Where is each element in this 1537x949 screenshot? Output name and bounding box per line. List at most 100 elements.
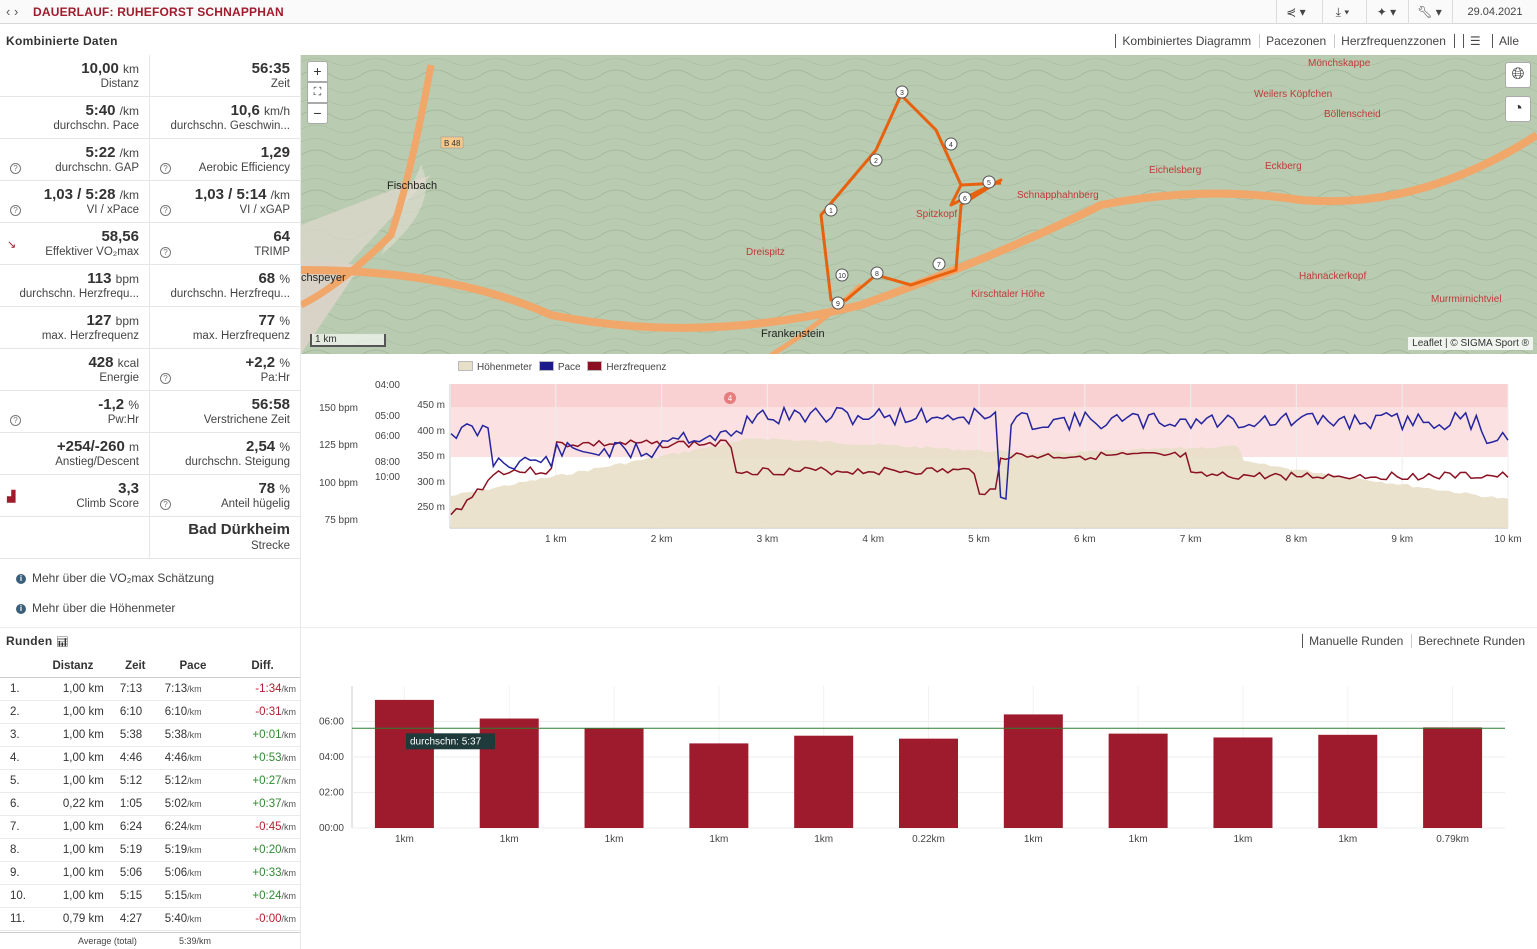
help-icon[interactable]: ? <box>10 415 21 426</box>
chart-icon[interactable]: 📊︎ <box>56 637 70 648</box>
help-icon[interactable]: ? <box>160 247 171 258</box>
stats-row: 10,00 km Distanz 56:35 Zeit <box>0 55 300 97</box>
stat-cell: +2,2 % Pa:Hr? <box>150 349 300 391</box>
speedometer-button[interactable]: ◔ <box>1505 96 1531 122</box>
table-row[interactable]: 9. 1,00 km 5:06 5:06/km +0:33/km <box>0 861 300 885</box>
globe-layer-button[interactable]: 🌐︎ <box>1505 62 1531 88</box>
stat-label: Pw:Hr <box>107 414 139 426</box>
stat-number: 1,03 / 5:14 <box>194 186 267 203</box>
table-row[interactable]: 11. 0,79 km 4:27 5:40/km -0:00/km <box>0 907 300 931</box>
help-icon[interactable]: ? <box>160 205 171 216</box>
stat-label: Distanz <box>100 78 139 90</box>
table-row[interactable]: 7. 1,00 km 6:24 6:24/km -0:45/km <box>0 815 300 839</box>
stats-grid: 10,00 km Distanz 56:35 Zeit 5:40 /km durchsch… <box>0 55 300 559</box>
magic-button[interactable]: ✦ ▾ <box>1366 0 1406 24</box>
info-vo2max-link[interactable]: i Mehr über die VO₂max Schätzung <box>16 571 214 585</box>
table-row[interactable]: 3. 1,00 km 5:38 5:38/km +0:01/km <box>0 723 300 747</box>
table-row[interactable]: 2. 1,00 km 6:10 6:10/km -0:31/km <box>0 700 300 724</box>
stat-number: +254/-260 <box>56 438 125 455</box>
table-row[interactable]: 4. 1,00 km 4:46 4:46/km +0:53/km <box>0 746 300 770</box>
help-icon[interactable]: ? <box>160 163 171 174</box>
lap-bar[interactable] <box>1003 714 1063 828</box>
table-row[interactable]: 6. 0,22 km 1:05 5:02/km +0:37/km <box>0 792 300 816</box>
wrench-icon: 🔧︎ <box>1417 5 1433 19</box>
download-icon: ⤓ <box>1335 5 1341 19</box>
top-bar: ‹ › DAUERLAUF: RUHEFORST SCHNAPPHAN ⋞ ▾ … <box>0 0 1537 24</box>
col-distance[interactable]: Distanz <box>36 656 110 678</box>
stat-cell: 428 kcal Energie <box>0 349 150 391</box>
lap-bar[interactable] <box>899 738 958 828</box>
laps-bar-chart[interactable]: 00:00 02:00 04:00 06:00 1km 1km 1km 1km 1km 0.22k… <box>300 672 1537 942</box>
legend-hr[interactable]: Herzfrequenz <box>583 361 666 373</box>
table-row[interactable]: 8. 1,00 km 5:19 5:19/km +0:20/km <box>0 838 300 862</box>
stat-label: durchschn. Pace <box>53 120 139 132</box>
info-elevation-link[interactable]: i Mehr über die Höhenmeter <box>16 601 175 615</box>
lap-bar[interactable] <box>689 743 749 828</box>
table-row[interactable]: 5. 1,00 km 5:12 5:12/km +0:27/km <box>0 769 300 793</box>
lap-time: 7:13 <box>109 677 161 701</box>
tab-all[interactable]: ☰ Alle <box>1453 34 1531 48</box>
combined-chart[interactable]: 1 km 2 km 3 km 4 km 5 km 6 km 7 km 8 km 9 km 10 k… <box>300 376 1537 566</box>
lap-bar[interactable] <box>1318 734 1378 828</box>
lap-distance: 1,00 km <box>36 884 110 908</box>
table-row[interactable]: 1. 1,00 km 7:13 7:13/km -1:34/km <box>0 677 300 701</box>
lap-distance: 0,79 km <box>36 907 110 931</box>
col-diff[interactable]: Diff. <box>225 656 300 678</box>
tab-hr-zones[interactable]: Herzfrequenzzonen <box>1334 34 1452 48</box>
col-time[interactable]: Zeit <box>109 656 161 678</box>
stats-row: 3,3 Climb Score ▟ 78 % Anteil hügelig? <box>0 475 300 517</box>
help-icon[interactable]: ? <box>160 373 171 384</box>
climb-chart-icon[interactable]: ▟ <box>7 491 16 503</box>
legend-elevation[interactable]: Höhenmeter <box>454 361 532 373</box>
back-forward-nav[interactable]: ‹ › <box>6 4 19 19</box>
lap-time: 1:05 <box>109 792 161 816</box>
lap-bar[interactable] <box>1423 727 1483 828</box>
svg-text:Böllenscheid: Böllenscheid <box>1324 109 1381 120</box>
average-tooltip-text: durchschn: 5:37 <box>410 736 482 747</box>
x-tick-label: 0.79km <box>1436 834 1469 845</box>
x-tick-label: 8 km <box>1286 534 1308 545</box>
lap-bar[interactable] <box>1213 737 1273 828</box>
col-pace[interactable]: Pace <box>160 656 226 678</box>
lap-bar[interactable] <box>794 735 854 828</box>
lap-bar[interactable] <box>584 728 644 828</box>
tab-pace-zones[interactable]: Pacezonen <box>1259 34 1333 48</box>
help-icon[interactable]: ? <box>160 499 171 510</box>
stat-label: Pa:Hr <box>260 372 290 384</box>
lap-number: 2. <box>0 700 36 724</box>
stat-label: durchschn. Steigung <box>185 456 290 468</box>
divider <box>300 55 301 949</box>
help-icon[interactable]: ? <box>10 205 21 216</box>
tab-calculated-laps[interactable]: Berechnete Runden <box>1411 634 1531 648</box>
stat-value: 78 % <box>258 480 290 497</box>
legend-pace[interactable]: Pace <box>535 361 581 373</box>
route-map[interactable]: Fischbach chspeyer Frankenstein Dreispit… <box>301 55 1537 354</box>
magic-wand-icon: ✦ <box>1376 5 1387 19</box>
x-tick-label: 1km <box>814 834 833 845</box>
table-row[interactable]: 10. 1,00 km 5:15 5:15/km +0:24/km <box>0 884 300 908</box>
lap-marker[interactable] <box>724 392 736 404</box>
stat-label: Zeit <box>270 78 290 90</box>
x-tick-label: 1km <box>395 834 414 845</box>
fullscreen-button[interactable]: ⛶ <box>307 82 328 103</box>
tab-manual-laps[interactable]: Manuelle Runden <box>1302 634 1410 648</box>
lap-number: 10. <box>0 884 36 908</box>
download-button[interactable]: ⤓ ▾ <box>1322 0 1362 24</box>
x-tick-label: 7 km <box>1180 534 1202 545</box>
tools-button[interactable]: 🔧︎ ▾ <box>1408 0 1450 24</box>
trend-icon[interactable]: ↘ <box>7 239 17 251</box>
help-icon[interactable]: ? <box>10 163 21 174</box>
map-attribution[interactable]: Leaflet | © SIGMA Sport ® <box>1408 337 1533 350</box>
share-button[interactable]: ⋞ ▾ <box>1276 0 1315 24</box>
zoom-out-button[interactable]: − <box>307 103 328 124</box>
svg-text:B 48: B 48 <box>444 139 461 148</box>
lap-bar[interactable] <box>1108 733 1168 828</box>
tab-combined-diagram[interactable]: Kombiniertes Diagramm <box>1115 34 1258 48</box>
zoom-in-button[interactable]: + <box>307 61 328 82</box>
y-tick-label: 04:00 <box>319 752 344 763</box>
stat-unit: bpm <box>115 314 139 328</box>
lap-distance: 1,00 km <box>36 723 110 747</box>
lap-bar[interactable] <box>374 699 434 828</box>
lap-distance: 1,00 km <box>36 861 110 885</box>
stat-label: durchschn. GAP <box>55 162 139 174</box>
